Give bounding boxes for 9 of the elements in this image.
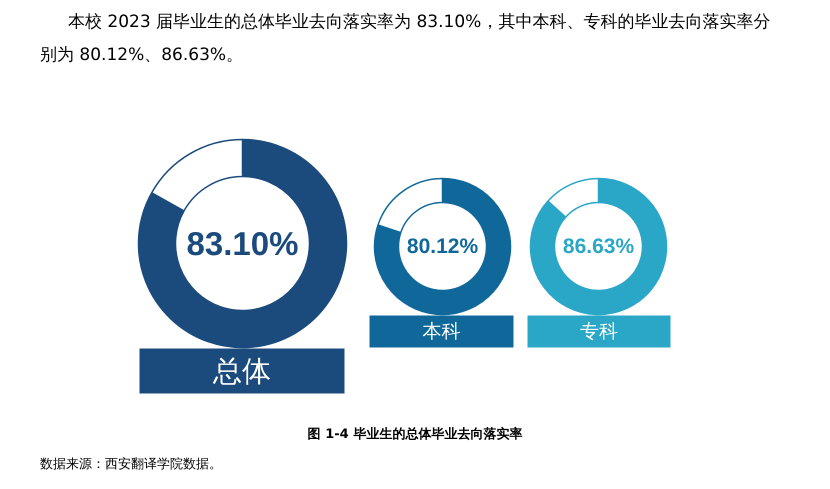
- data-label: 86.63%: [562, 235, 634, 258]
- text: 本科: [422, 320, 460, 342]
- data-label: 80.12%: [406, 235, 478, 258]
- caption: 图 1-4 毕业生的总体毕业去向落实率: [308, 426, 522, 444]
- text: 专科: [580, 320, 618, 342]
- data-label: 83.10%: [186, 225, 298, 262]
- text: 本校 2023 届毕业生的总体毕业去向落实率为 83.10%，其中本科、专科的毕业去向落实率分别为 80.12%、86.63%。: [40, 11, 772, 67]
- source-note: 数据来源：西安翻译学院数据。: [40, 456, 222, 474]
- text: 总体: [212, 354, 271, 388]
